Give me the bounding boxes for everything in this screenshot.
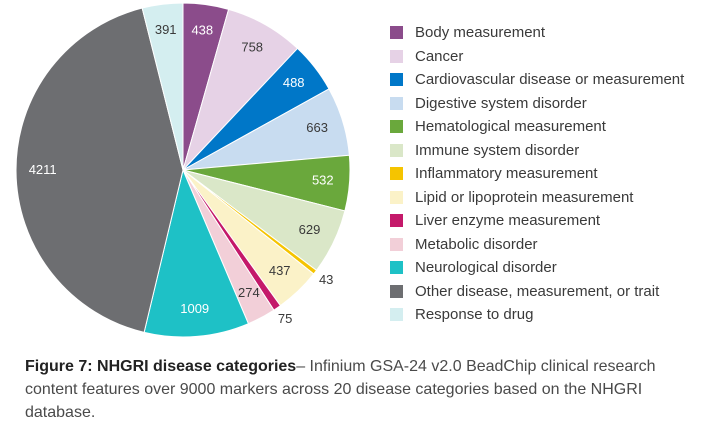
slice-value-label: 629 <box>299 222 321 237</box>
pie-chart: 438 758 488 663 532 629 43 437 75 274 1009 4211 391 <box>15 2 351 338</box>
slice-value-label: 391 <box>155 22 177 37</box>
legend-item: Other disease, measurement, or trait <box>390 280 684 304</box>
figure-caption: Figure 7: NHGRI disease categories– Infi… <box>25 355 705 424</box>
legend-label: Response to drug <box>415 306 534 324</box>
legend-item: Lipid or lipoprotein measurement <box>390 186 684 210</box>
legend-item: Cancer <box>390 45 684 69</box>
legend-swatch <box>390 49 403 63</box>
legend-swatch <box>390 284 403 298</box>
legend-label: Liver enzyme measurement <box>415 212 601 230</box>
legend-swatch <box>390 120 403 134</box>
slice-value-label: 758 <box>241 39 263 54</box>
legend-label: Body measurement <box>415 24 546 42</box>
pie-slice <box>15 7 184 334</box>
slice-value-label: 4211 <box>29 162 57 177</box>
legend-label: Inflammatory measurement <box>415 165 598 183</box>
legend-label: Immune system disorder <box>415 141 580 159</box>
legend-swatch <box>390 237 403 251</box>
legend-item: Immune system disorder <box>390 139 684 163</box>
legend-item: Liver enzyme measurement <box>390 209 684 233</box>
legend-item: Inflammatory measurement <box>390 162 684 186</box>
legend-item: Metabolic disorder <box>390 233 684 257</box>
legend-swatch <box>390 308 403 322</box>
legend-label: Neurological disorder <box>415 259 557 277</box>
legend-swatch <box>390 73 403 87</box>
legend-label: Digestive system disorder <box>415 94 587 112</box>
slice-value-label: 1009 <box>180 301 209 316</box>
legend-item: Hematological measurement <box>390 115 684 139</box>
legend-label: Lipid or lipoprotein measurement <box>415 188 634 206</box>
legend-item: Cardiovascular disease or measurement <box>390 68 684 92</box>
legend-label: Metabolic disorder <box>415 235 538 253</box>
caption-text: – Infinium GSA-24 v2.0 BeadChip clinical… <box>25 358 656 421</box>
slice-value-label: 437 <box>269 263 291 278</box>
slice-value-label: 43 <box>319 272 333 287</box>
slice-value-label: 274 <box>238 285 260 300</box>
legend-swatch <box>390 143 403 157</box>
legend-item: Digestive system disorder <box>390 92 684 116</box>
legend-label: Hematological measurement <box>415 118 606 136</box>
slice-value-label: 663 <box>306 120 328 135</box>
legend-swatch <box>390 190 403 204</box>
legend-swatch <box>390 26 403 40</box>
pie-slice <box>141 2 184 171</box>
legend-item: Neurological disorder <box>390 256 684 280</box>
legend-label: Other disease, measurement, or trait <box>415 282 660 300</box>
slice-value-label: 488 <box>283 75 305 90</box>
legend-swatch <box>390 214 403 228</box>
legend-item: Body measurement <box>390 21 684 45</box>
slice-value-label: 438 <box>191 23 213 38</box>
legend-label: Cancer <box>415 47 464 65</box>
legend-label: Cardiovascular disease or measurement <box>415 71 685 89</box>
legend-item: Response to drug <box>390 303 684 327</box>
legend-swatch <box>390 167 403 181</box>
chart-legend: Body measurement Cancer Cardiovascular dis… <box>390 21 684 327</box>
slice-value-label: 532 <box>312 173 334 188</box>
slice-value-label: 75 <box>278 311 292 326</box>
caption-heading: Figure 7: NHGRI disease categories <box>25 358 297 375</box>
legend-swatch <box>390 261 403 275</box>
pie-slice <box>143 168 250 338</box>
legend-swatch <box>390 96 403 110</box>
